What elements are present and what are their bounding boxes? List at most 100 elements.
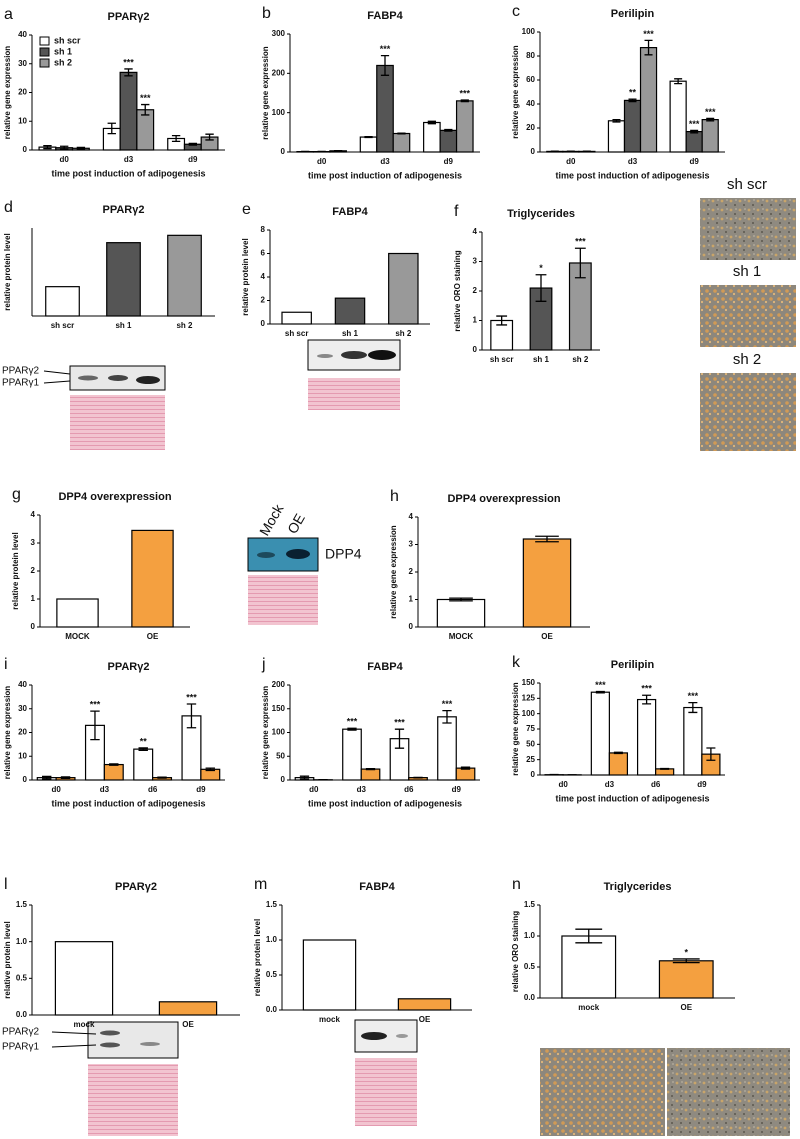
- significance: ***: [442, 699, 453, 709]
- significance: *: [539, 263, 543, 273]
- bar: [639, 46, 658, 153]
- bar: [623, 99, 642, 153]
- significance: ***: [140, 93, 151, 103]
- blot-band: [100, 1030, 120, 1036]
- y-tick-label: 40: [526, 99, 535, 108]
- error-bar: [460, 99, 469, 103]
- bar: [136, 109, 155, 151]
- y-tick-label: 0.0: [524, 993, 536, 1002]
- bar: [590, 691, 610, 776]
- y-axis-label: relative protein level: [241, 238, 250, 315]
- y-tick-label: 0.5: [524, 962, 536, 971]
- error-bar: [672, 958, 700, 964]
- micrograph: [700, 285, 796, 347]
- y-tick-label: 3: [409, 540, 414, 549]
- y-tick-label: 20: [526, 123, 535, 132]
- error-bar: [574, 247, 586, 279]
- blot-band: [286, 549, 310, 559]
- ponceau-stain: [88, 1064, 178, 1136]
- error-bar: [59, 145, 69, 150]
- x-tick-label: d3: [124, 155, 134, 164]
- error-bar: [380, 54, 390, 76]
- bar: [439, 129, 458, 153]
- blot-band: [136, 376, 160, 384]
- x-tick-label: d3: [357, 785, 367, 794]
- error-bar: [660, 767, 670, 770]
- y-tick-label: 2: [31, 566, 36, 575]
- y-tick-label: 1.5: [524, 900, 536, 909]
- bar: [658, 960, 714, 999]
- y-tick-label: 4: [261, 272, 266, 281]
- y-axis-label: relative ORO staining: [453, 250, 462, 331]
- y-axis-label: relative gene expression: [511, 682, 520, 775]
- y-tick-label: 100: [272, 728, 286, 737]
- y-tick-label: 2: [261, 296, 266, 305]
- micrograph: [540, 1048, 665, 1136]
- ponceau-stain: [248, 575, 318, 625]
- panel-letter: n: [512, 876, 521, 893]
- chart-title: PPARγ2: [108, 661, 150, 673]
- error-bar: [107, 122, 116, 135]
- x-tick-label: d3: [380, 157, 390, 166]
- y-tick-label: 4: [31, 510, 36, 519]
- chart-title: FABP4: [367, 10, 403, 22]
- y-tick-label: 20: [18, 88, 27, 97]
- chart-title: Perilipin: [611, 659, 655, 671]
- x-tick-label: d0: [59, 155, 69, 164]
- y-tick-label: 1: [31, 594, 36, 603]
- error-bar: [299, 775, 310, 780]
- blot-label: PPARγ1: [2, 1042, 39, 1053]
- error-bar: [706, 117, 715, 122]
- panel-letter: h: [390, 488, 399, 505]
- y-tick-label: 1: [473, 316, 478, 325]
- y-tick-label: 125: [522, 693, 536, 702]
- blot-band: [396, 1034, 408, 1038]
- error-bar: [394, 728, 405, 749]
- y-tick-label: 200: [272, 680, 286, 689]
- x-tick-label: sh 2: [572, 355, 589, 364]
- y-tick-label: 0: [261, 319, 266, 328]
- error-bar: [60, 776, 71, 779]
- x-tick-label: d9: [697, 780, 707, 789]
- y-tick-label: 150: [522, 678, 536, 687]
- x-tick-label: d9: [452, 785, 462, 794]
- x-tick-label: d6: [148, 785, 158, 794]
- y-tick-label: 0.0: [266, 1005, 278, 1014]
- y-axis-label: relative gene expression: [389, 525, 398, 618]
- y-tick-label: 50: [276, 751, 285, 760]
- x-tick-label: OE: [147, 632, 159, 641]
- y-tick-label: 40: [18, 680, 27, 689]
- x-tick-label: OE: [541, 632, 553, 641]
- blot-band: [368, 350, 396, 360]
- y-axis-label: relative protein level: [3, 921, 12, 998]
- legend-swatch: [39, 58, 50, 68]
- bar: [522, 538, 572, 628]
- bar: [281, 311, 312, 325]
- bar: [636, 698, 657, 776]
- x-axis-label: time post induction of adipogenesis: [308, 798, 462, 808]
- blot-band: [100, 1042, 120, 1048]
- chart-title: Triglycerides: [507, 208, 575, 220]
- panel-letter: d: [4, 199, 13, 216]
- y-tick-label: 25: [526, 755, 535, 764]
- error-bar: [460, 766, 471, 770]
- error-bar: [109, 763, 119, 766]
- y-tick-label: 30: [18, 59, 27, 68]
- legend-label: sh 1: [54, 46, 72, 56]
- error-bar: [706, 747, 716, 761]
- x-tick-label: sh 2: [395, 329, 412, 338]
- significance: **: [140, 736, 148, 746]
- error-bar: [186, 703, 197, 729]
- x-tick-label: d0: [51, 785, 61, 794]
- blot-band: [361, 1032, 387, 1040]
- x-tick-label: MOCK: [449, 632, 474, 641]
- y-tick-label: 10: [18, 751, 27, 760]
- y-tick-label: 60: [526, 75, 535, 84]
- bar: [455, 100, 474, 153]
- significance: ***: [186, 692, 197, 702]
- bar: [436, 598, 486, 628]
- bar: [397, 998, 452, 1011]
- panel-letter: k: [512, 654, 521, 671]
- micrograph-label: sh scr: [727, 176, 767, 193]
